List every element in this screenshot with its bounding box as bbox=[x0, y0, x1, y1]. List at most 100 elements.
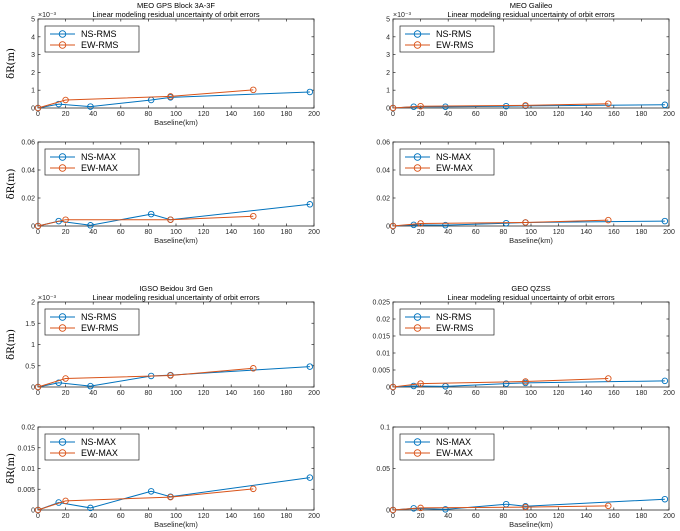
series-line bbox=[37, 203, 310, 227]
y-tick-label: 0.02 bbox=[21, 196, 35, 203]
series-ns-max bbox=[34, 474, 314, 514]
data-point bbox=[417, 504, 424, 512]
legend-marker bbox=[413, 449, 422, 457]
x-tick-label: 140 bbox=[225, 229, 237, 236]
x-tick-label: 200 bbox=[308, 390, 320, 397]
data-point bbox=[502, 102, 510, 110]
data-point bbox=[34, 506, 42, 514]
data-point bbox=[661, 377, 669, 385]
x-tick-label: 180 bbox=[281, 390, 293, 397]
legend-marker bbox=[413, 30, 422, 38]
x-tick-label: 140 bbox=[225, 111, 237, 118]
data-point bbox=[661, 217, 669, 225]
x-tick-label: 100 bbox=[170, 390, 182, 397]
x-tick-label: 40 bbox=[89, 229, 97, 236]
x-tick-label: 40 bbox=[89, 111, 97, 118]
x-tick-label: 20 bbox=[417, 111, 425, 118]
series-line bbox=[37, 89, 254, 109]
x-tick-label: 60 bbox=[117, 513, 125, 520]
x-tick-label: 200 bbox=[308, 513, 320, 520]
y-tick-label: 1 bbox=[386, 88, 390, 95]
series-line bbox=[392, 498, 665, 511]
y-tick-label: 0.015 bbox=[372, 334, 390, 341]
x-tick-label: 20 bbox=[62, 111, 70, 118]
data-point bbox=[306, 474, 314, 481]
x-tick-label: 180 bbox=[281, 111, 293, 118]
data-point bbox=[389, 222, 397, 230]
chart-title: GEO QZSS bbox=[511, 284, 550, 293]
series-line bbox=[392, 380, 665, 388]
x-tick-label: 60 bbox=[472, 111, 480, 118]
y-tick-label: 0.1 bbox=[380, 425, 390, 432]
legend-marker bbox=[58, 313, 67, 321]
data-point bbox=[661, 495, 669, 503]
x-tick-label: 0 bbox=[391, 513, 395, 520]
x-tick-label: 180 bbox=[636, 111, 648, 118]
x-tick-label: 200 bbox=[663, 111, 675, 118]
legend-entry: EW-RMS bbox=[436, 40, 473, 50]
data-point bbox=[522, 102, 529, 109]
legend-marker bbox=[413, 324, 422, 332]
x-tick-label: 120 bbox=[198, 229, 210, 236]
data-point bbox=[522, 503, 529, 511]
data-point bbox=[147, 488, 155, 495]
x-tick-label: 20 bbox=[417, 513, 425, 520]
y-tick-label: 0 bbox=[31, 508, 35, 515]
panel-top-left-upper: 0 20 40 60 80 100 120 140 160 180 200 0 1 2 3 4 5×10⁻³ ME… bbox=[6, 1, 320, 127]
x-tick-label: 40 bbox=[444, 111, 452, 118]
x-tick-label: 120 bbox=[553, 111, 565, 118]
x-tick-label: 100 bbox=[170, 111, 182, 118]
data-point bbox=[306, 363, 314, 370]
y-exponent-label: ×10⁻³ bbox=[38, 295, 57, 302]
series-ns-rms bbox=[389, 377, 669, 391]
x-tick-label: 200 bbox=[663, 390, 675, 397]
y-tick-label: 0 bbox=[31, 224, 35, 231]
x-tick-label: 40 bbox=[444, 390, 452, 397]
y-tick-label: 0 bbox=[386, 106, 390, 113]
x-tick-label: 0 bbox=[36, 513, 40, 520]
data-point bbox=[442, 221, 449, 229]
x-tick-label: 20 bbox=[62, 513, 70, 520]
data-point bbox=[250, 212, 257, 220]
y-tick-label: 0.05 bbox=[376, 466, 390, 473]
x-tick-label: 40 bbox=[89, 513, 97, 520]
x-tick-label: 80 bbox=[500, 390, 508, 397]
series-ns-max bbox=[34, 201, 314, 230]
series-ew-max bbox=[389, 502, 612, 514]
series-line bbox=[392, 103, 609, 109]
series-line bbox=[392, 219, 609, 227]
x-tick-label: 200 bbox=[308, 111, 320, 118]
data-point bbox=[87, 222, 94, 229]
legend-entry: NS-MAX bbox=[436, 152, 471, 162]
x-tick-label: 60 bbox=[117, 229, 125, 236]
data-point bbox=[34, 383, 42, 391]
data-point bbox=[62, 497, 69, 505]
x-tick-label: 160 bbox=[253, 111, 265, 118]
x-axis-label: Baseline(km) bbox=[154, 520, 198, 529]
x-tick-label: 80 bbox=[145, 390, 153, 397]
x-axis-label: Baseline(km) bbox=[509, 236, 553, 245]
x-axis-label: Baseline(km) bbox=[154, 118, 198, 127]
x-tick-label: 140 bbox=[580, 390, 592, 397]
y-tick-label: 0.06 bbox=[21, 140, 35, 147]
y-tick-label: 0.02 bbox=[376, 196, 390, 203]
data-point bbox=[87, 103, 94, 110]
data-point bbox=[250, 86, 257, 94]
legend-entry: NS-MAX bbox=[436, 437, 471, 447]
x-tick-label: 0 bbox=[36, 111, 40, 118]
chart-subtitle: Linear modeling residual uncertainty of … bbox=[447, 10, 614, 19]
x-tick-label: 160 bbox=[253, 513, 265, 520]
data-point bbox=[306, 201, 314, 208]
y-tick-label: 1 bbox=[31, 88, 35, 95]
data-point bbox=[147, 210, 155, 218]
y-tick-label: 0.025 bbox=[372, 300, 390, 307]
x-tick-label: 140 bbox=[580, 229, 592, 236]
x-tick-label: 180 bbox=[281, 513, 293, 520]
series-line bbox=[37, 91, 310, 109]
x-tick-label: 140 bbox=[225, 513, 237, 520]
y-tick-label: 0.005 bbox=[17, 487, 35, 494]
data-point bbox=[87, 504, 94, 512]
